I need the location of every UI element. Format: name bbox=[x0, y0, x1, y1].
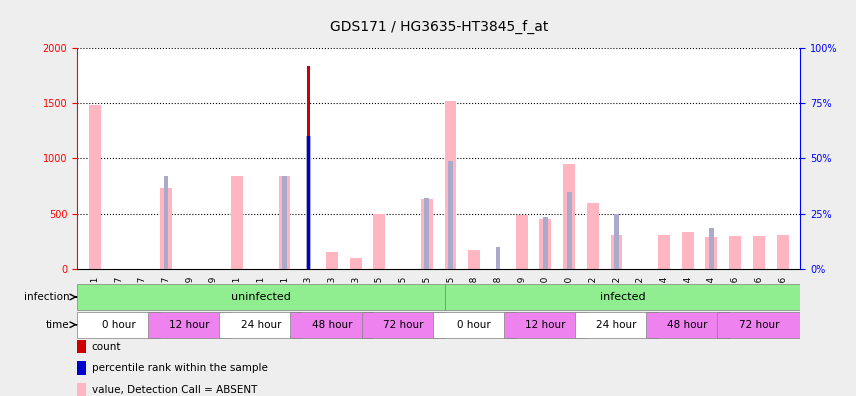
Bar bbox=[753, 236, 764, 269]
Bar bbox=[282, 176, 287, 269]
Bar bbox=[776, 235, 788, 269]
Bar bbox=[587, 203, 599, 269]
Bar bbox=[468, 250, 480, 269]
Bar bbox=[567, 192, 572, 269]
Bar bbox=[290, 312, 373, 338]
Text: infected: infected bbox=[600, 292, 645, 302]
Text: percentile rank within the sample: percentile rank within the sample bbox=[92, 363, 267, 373]
Bar bbox=[350, 258, 361, 269]
Bar bbox=[421, 200, 433, 269]
Bar bbox=[373, 214, 385, 269]
Bar bbox=[575, 312, 658, 338]
Bar bbox=[148, 312, 231, 338]
Bar bbox=[306, 136, 311, 269]
Bar bbox=[361, 312, 444, 338]
Bar bbox=[504, 312, 587, 338]
Bar bbox=[433, 312, 516, 338]
Text: infection: infection bbox=[24, 292, 70, 302]
Bar bbox=[681, 232, 693, 269]
Bar bbox=[615, 214, 619, 269]
Bar bbox=[449, 161, 453, 269]
Bar bbox=[444, 101, 456, 269]
Text: count: count bbox=[92, 341, 121, 352]
Text: 72 hour: 72 hour bbox=[383, 320, 424, 330]
Bar bbox=[163, 176, 169, 269]
Bar bbox=[77, 312, 160, 338]
Bar bbox=[326, 251, 338, 269]
Text: GDS171 / HG3635-HT3845_f_at: GDS171 / HG3635-HT3845_f_at bbox=[330, 20, 548, 34]
Bar bbox=[89, 105, 101, 269]
Text: 48 hour: 48 hour bbox=[668, 320, 708, 330]
Text: 24 hour: 24 hour bbox=[597, 320, 637, 330]
Bar bbox=[496, 247, 501, 269]
Bar bbox=[709, 228, 714, 269]
Bar bbox=[539, 219, 551, 269]
Text: 12 hour: 12 hour bbox=[526, 320, 566, 330]
Bar bbox=[610, 235, 622, 269]
Text: 12 hour: 12 hour bbox=[169, 320, 210, 330]
Bar bbox=[717, 312, 800, 338]
Bar bbox=[729, 236, 741, 269]
Bar bbox=[658, 235, 670, 269]
Text: time: time bbox=[46, 320, 70, 330]
Bar bbox=[646, 312, 729, 338]
Text: 48 hour: 48 hour bbox=[312, 320, 352, 330]
Bar bbox=[77, 284, 444, 310]
Text: 0 hour: 0 hour bbox=[102, 320, 135, 330]
Bar bbox=[231, 176, 243, 269]
Bar bbox=[306, 136, 310, 269]
Bar bbox=[444, 284, 800, 310]
Bar bbox=[516, 215, 527, 269]
Bar bbox=[160, 188, 172, 269]
Text: uninfected: uninfected bbox=[231, 292, 291, 302]
Bar bbox=[306, 67, 310, 269]
Text: 72 hour: 72 hour bbox=[739, 320, 779, 330]
Bar bbox=[219, 312, 302, 338]
Bar bbox=[425, 198, 429, 269]
Bar bbox=[705, 237, 717, 269]
Bar bbox=[563, 164, 575, 269]
Text: value, Detection Call = ABSENT: value, Detection Call = ABSENT bbox=[92, 385, 257, 395]
Text: 0 hour: 0 hour bbox=[457, 320, 491, 330]
Bar bbox=[543, 217, 548, 269]
Bar bbox=[278, 176, 290, 269]
Text: 24 hour: 24 hour bbox=[241, 320, 281, 330]
